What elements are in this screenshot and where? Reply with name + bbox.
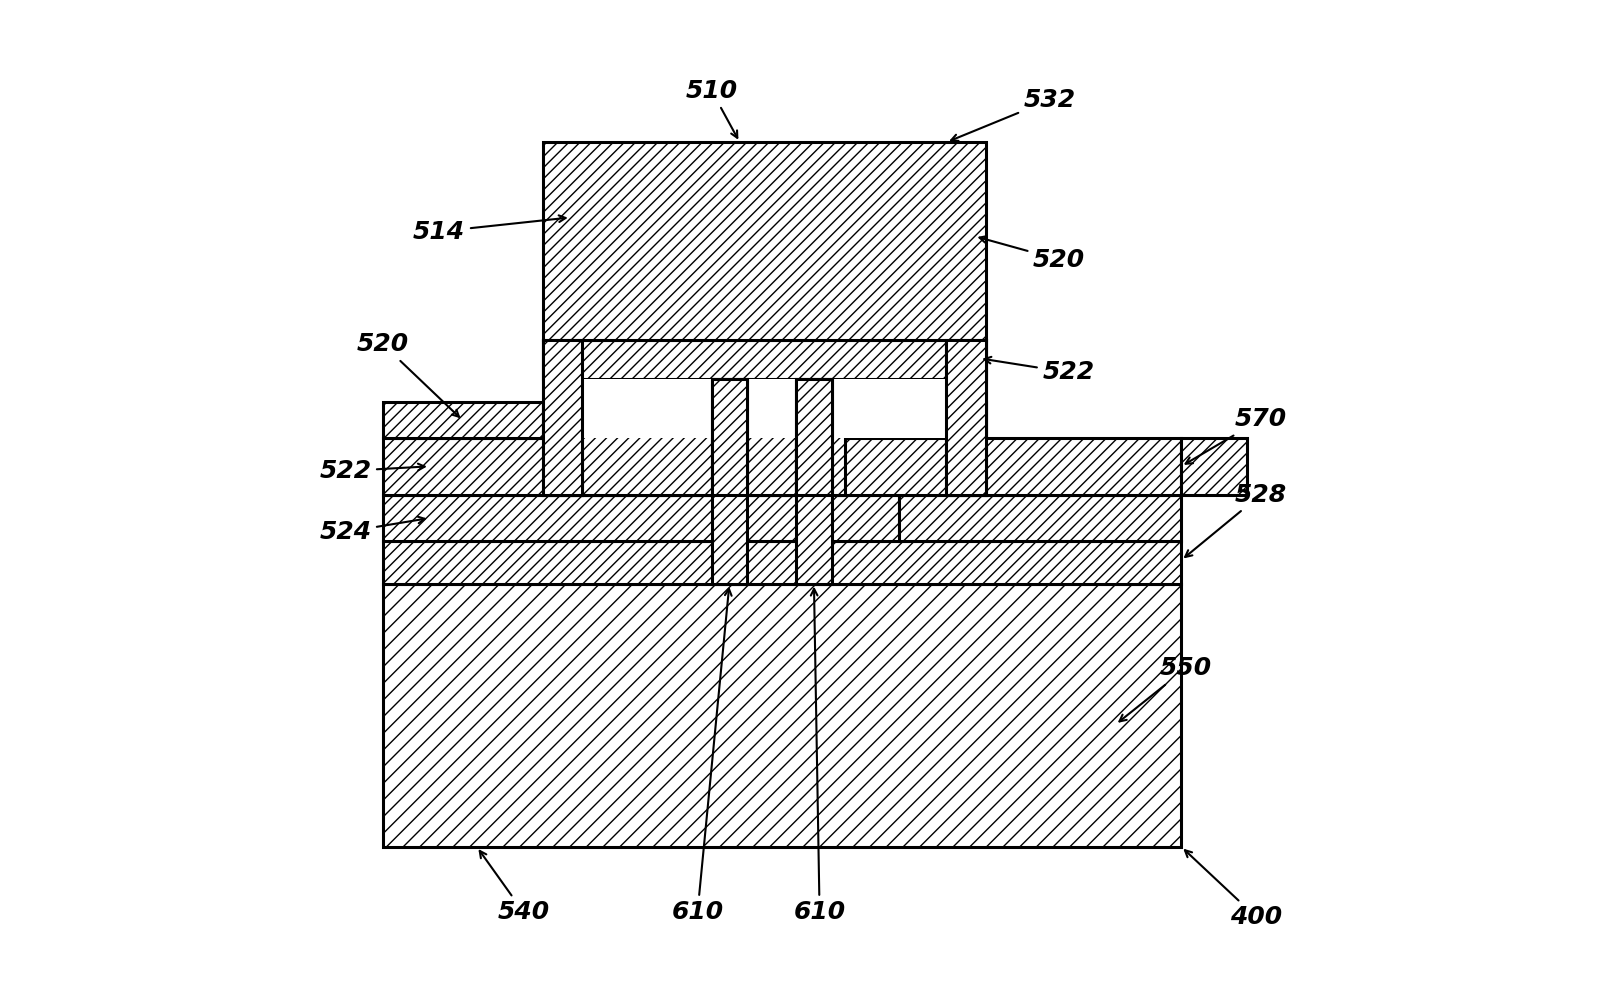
Text: 522: 522 <box>984 357 1094 385</box>
Bar <box>383 403 543 438</box>
Text: 550: 550 <box>1120 657 1211 721</box>
Bar <box>1181 438 1247 494</box>
Bar <box>383 584 1181 847</box>
Bar <box>831 379 946 438</box>
Text: 520: 520 <box>979 236 1086 272</box>
Text: 524: 524 <box>319 516 425 544</box>
Text: 570: 570 <box>1186 407 1287 464</box>
Bar <box>796 379 831 584</box>
Text: 528: 528 <box>1186 483 1287 557</box>
Text: 522: 522 <box>319 459 425 483</box>
Text: 540: 540 <box>480 851 549 925</box>
Bar <box>543 339 986 379</box>
Text: 510: 510 <box>686 78 738 137</box>
Bar <box>582 379 712 438</box>
Bar <box>543 339 582 494</box>
Text: 532: 532 <box>950 88 1076 140</box>
Text: 514: 514 <box>412 216 565 243</box>
Bar <box>543 142 986 339</box>
Bar <box>748 379 796 438</box>
Text: 610: 610 <box>672 588 731 925</box>
Bar <box>796 414 844 494</box>
Text: 520: 520 <box>356 332 459 416</box>
Bar <box>383 494 899 541</box>
Text: 400: 400 <box>1186 851 1282 930</box>
Bar <box>899 494 1181 541</box>
Bar <box>383 541 1181 584</box>
Bar <box>712 379 748 494</box>
Bar <box>383 438 1181 494</box>
Bar <box>946 403 986 438</box>
Bar <box>748 414 796 494</box>
Bar <box>543 339 582 494</box>
Text: 610: 610 <box>794 588 846 925</box>
Bar <box>946 339 986 494</box>
Bar <box>796 379 831 494</box>
Bar <box>712 379 748 584</box>
Bar <box>582 414 712 494</box>
Bar <box>946 339 986 494</box>
